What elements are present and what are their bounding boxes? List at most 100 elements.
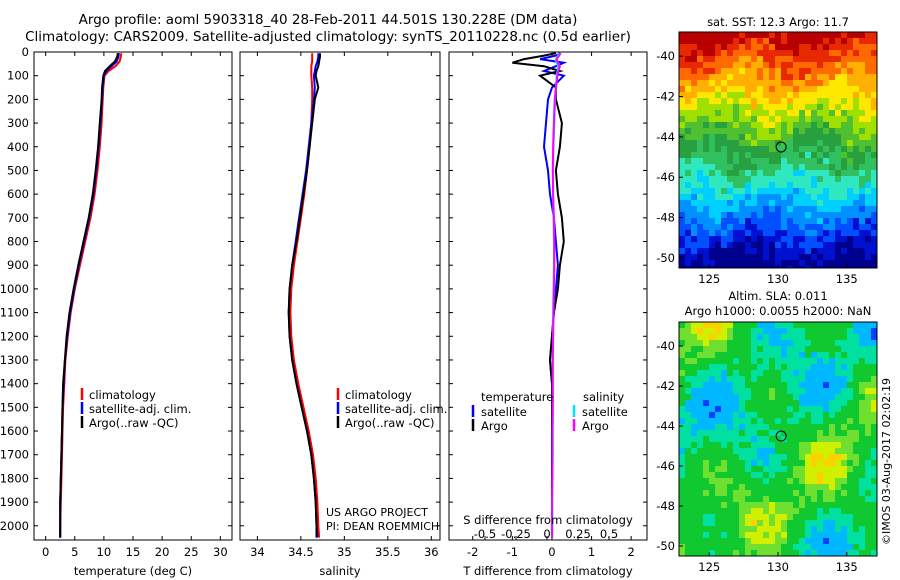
- map-cell: [745, 182, 751, 188]
- map-cell: [823, 460, 829, 466]
- map-cell: [829, 206, 835, 212]
- map-cell: [679, 200, 685, 206]
- map-cell: [709, 400, 715, 406]
- map-cell: [697, 32, 703, 38]
- map-cell: [679, 334, 685, 340]
- map-cell: [811, 370, 817, 376]
- map-cell: [847, 140, 853, 146]
- map-cell: [829, 412, 835, 418]
- map-cell: [817, 80, 823, 86]
- map-cell: [859, 242, 865, 248]
- map-cell: [835, 328, 841, 334]
- map-cell: [859, 98, 865, 104]
- map-cell: [727, 170, 733, 176]
- map-cell: [829, 436, 835, 442]
- legend-label: satellite-adj. clim.: [89, 402, 191, 416]
- map-cell: [835, 266, 841, 268]
- map-cell: [787, 236, 793, 242]
- map-cell: [805, 448, 811, 454]
- map-cell: [775, 340, 781, 346]
- map-cell: [859, 370, 865, 376]
- map-cell: [733, 188, 739, 194]
- map-cell: [685, 418, 691, 424]
- map-cell: [841, 32, 847, 38]
- map-cell: [865, 478, 871, 484]
- map-cell: [727, 56, 733, 62]
- map-cell: [763, 248, 769, 254]
- map-cell: [727, 520, 733, 526]
- map-cell: [787, 44, 793, 50]
- map-y-tick-label: -46: [656, 170, 675, 184]
- map-cell: [793, 224, 799, 230]
- map-cell: [715, 62, 721, 68]
- map-cell: [691, 508, 697, 514]
- map-cell: [733, 158, 739, 164]
- map-cell: [799, 514, 805, 520]
- map-cell: [715, 358, 721, 364]
- map-cell: [727, 454, 733, 460]
- map-cell: [745, 514, 751, 520]
- map-cell: [745, 104, 751, 110]
- map-cell: [679, 370, 685, 376]
- map-cell: [721, 194, 727, 200]
- map-cell: [871, 224, 877, 230]
- map-cell: [787, 218, 793, 224]
- map-cell: [733, 466, 739, 472]
- map-cell: [775, 128, 781, 134]
- map-cell: [709, 32, 715, 38]
- map-cell: [769, 406, 775, 412]
- map-cell: [697, 328, 703, 334]
- map-cell: [721, 328, 727, 334]
- map-cell: [691, 352, 697, 358]
- map-cell: [799, 472, 805, 478]
- map-cell: [751, 424, 757, 430]
- map-cell: [835, 358, 841, 364]
- map-cell: [805, 140, 811, 146]
- map-cell: [709, 472, 715, 478]
- map-cell: [871, 176, 877, 182]
- map-cell: [829, 340, 835, 346]
- map-cell: [775, 224, 781, 230]
- float-location-marker: [775, 430, 787, 442]
- map-cell: [865, 436, 871, 442]
- map-cell: [757, 116, 763, 122]
- map-cell: [739, 128, 745, 134]
- map-cell: [781, 496, 787, 502]
- map-cell: [829, 128, 835, 134]
- map-cell: [727, 74, 733, 80]
- map-cell: [835, 334, 841, 340]
- map-cell: [853, 334, 859, 340]
- map-cell: [721, 200, 727, 206]
- map-x-tick-label: 135: [836, 560, 858, 574]
- map-cell: [733, 394, 739, 400]
- map-cell: [817, 370, 823, 376]
- map-cell: [871, 74, 877, 80]
- map-cell: [865, 218, 871, 224]
- map-cell: [787, 460, 793, 466]
- map-cell: [847, 56, 853, 62]
- map-cell: [805, 116, 811, 122]
- map-cell: [709, 146, 715, 152]
- map-cell: [739, 194, 745, 200]
- map-cell: [829, 38, 835, 44]
- map-cell: [787, 352, 793, 358]
- map-cell: [865, 466, 871, 472]
- map-cell: [775, 538, 781, 544]
- map-cell: [811, 376, 817, 382]
- map-cell: [847, 532, 853, 538]
- map-cell: [769, 382, 775, 388]
- map-cell: [691, 68, 697, 74]
- map-cell: [715, 236, 721, 242]
- map-cell: [793, 218, 799, 224]
- map-cell: [751, 122, 757, 128]
- map-cell: [853, 110, 859, 116]
- map-cell: [805, 188, 811, 194]
- map-cell: [829, 478, 835, 484]
- map-cell: [871, 370, 877, 376]
- y-tick-label: 1900: [0, 495, 29, 509]
- map-cell: [703, 68, 709, 74]
- map-cell: [823, 484, 829, 490]
- map-cell: [709, 346, 715, 352]
- map-cell: [799, 376, 805, 382]
- map-cell: [763, 490, 769, 496]
